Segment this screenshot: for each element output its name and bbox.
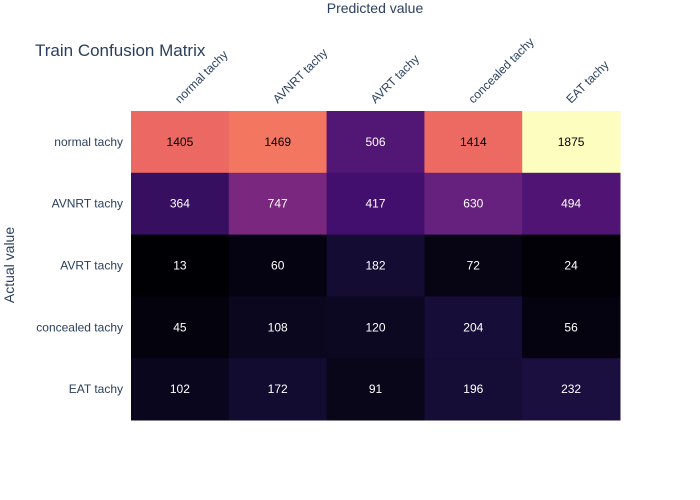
cell-value-label: 204 bbox=[463, 320, 483, 334]
cell-value-label: 120 bbox=[365, 320, 385, 334]
y-tick-label: AVNRT tachy bbox=[52, 197, 123, 211]
heatmap-cell bbox=[522, 172, 621, 236]
heatmap-cell bbox=[424, 172, 523, 236]
heatmap-cell bbox=[326, 234, 425, 297]
heatmap-cell bbox=[424, 234, 523, 297]
y-tick-label: AVRT tachy bbox=[60, 259, 123, 273]
x-tick-label: AVNRT tachy bbox=[270, 46, 330, 106]
x-axis-title: Predicted value bbox=[327, 0, 424, 16]
heatmap-cell bbox=[228, 111, 328, 174]
y-axis-ticks: normal tachy AVNRT tachy AVRT tachy conceal… bbox=[36, 135, 123, 396]
cell-value-label: 56 bbox=[564, 320, 578, 334]
cell-value-label: 494 bbox=[561, 197, 581, 211]
cell-value-label: 24 bbox=[564, 259, 578, 273]
y-tick-label: normal tachy bbox=[54, 135, 123, 149]
cell-value-label: 45 bbox=[173, 320, 187, 334]
heatmap-cell bbox=[326, 172, 425, 236]
cell-value-label: 506 bbox=[365, 135, 385, 149]
cell-value-label: 1875 bbox=[558, 135, 585, 149]
cell-value-label: 417 bbox=[365, 197, 385, 211]
heatmap-cell bbox=[424, 358, 523, 421]
heatmap-cell bbox=[326, 296, 425, 359]
x-axis-ticks: normal tachy AVNRT tachy AVRT tachy conceal… bbox=[172, 35, 611, 106]
heatmap-cell bbox=[326, 111, 425, 174]
chart-title: Train Confusion Matrix bbox=[35, 41, 206, 60]
cell-value-label: 630 bbox=[463, 197, 483, 211]
cell-value-label: 232 bbox=[561, 382, 581, 396]
x-tick-label: EAT tachy bbox=[563, 58, 611, 106]
heatmap-cell bbox=[522, 296, 621, 359]
heatmap-cell bbox=[131, 234, 230, 297]
heatmap-cell bbox=[522, 111, 621, 174]
cell-value-label: 102 bbox=[170, 382, 190, 396]
heatmap-cell bbox=[424, 296, 523, 359]
cell-value-label: 91 bbox=[369, 382, 383, 396]
cell-value-label: 13 bbox=[173, 259, 187, 273]
heatmap-cell bbox=[131, 358, 230, 421]
y-tick-label: EAT tachy bbox=[69, 382, 123, 396]
heatmap-cell bbox=[131, 296, 230, 359]
heatmap-cell bbox=[131, 172, 230, 236]
cell-value-label: 1469 bbox=[264, 135, 291, 149]
heatmap-cell bbox=[228, 234, 328, 297]
x-tick-label: AVRT tachy bbox=[368, 52, 422, 106]
cell-value-label: 1414 bbox=[460, 135, 487, 149]
x-tick-label: concealed tachy bbox=[466, 35, 537, 106]
heatmap-cell bbox=[522, 358, 621, 421]
heatmap-cell bbox=[424, 111, 523, 174]
heatmap-cell bbox=[326, 358, 425, 421]
heatmap-cell bbox=[228, 172, 328, 236]
y-axis-title: Actual value bbox=[1, 227, 17, 303]
cell-value-label: 108 bbox=[268, 320, 288, 334]
cell-value-label: 60 bbox=[271, 259, 285, 273]
cell-value-label: 364 bbox=[170, 197, 190, 211]
cell-value-label: 172 bbox=[268, 382, 288, 396]
heatmap-cell bbox=[228, 358, 328, 421]
heatmap-cells: 1405 1469 506 1414 1875 364 747 417 630 494 13 60 18… bbox=[131, 111, 621, 421]
cell-value-label: 747 bbox=[268, 197, 288, 211]
cell-value-label: 1405 bbox=[167, 135, 194, 149]
cell-value-label: 182 bbox=[365, 259, 385, 273]
heatmap-cell bbox=[228, 296, 328, 359]
heatmap-cell bbox=[131, 111, 230, 174]
heatmap-cell bbox=[522, 234, 621, 297]
y-tick-label: concealed tachy bbox=[36, 320, 123, 334]
cell-value-label: 72 bbox=[467, 259, 481, 273]
cell-value-label: 196 bbox=[463, 382, 483, 396]
